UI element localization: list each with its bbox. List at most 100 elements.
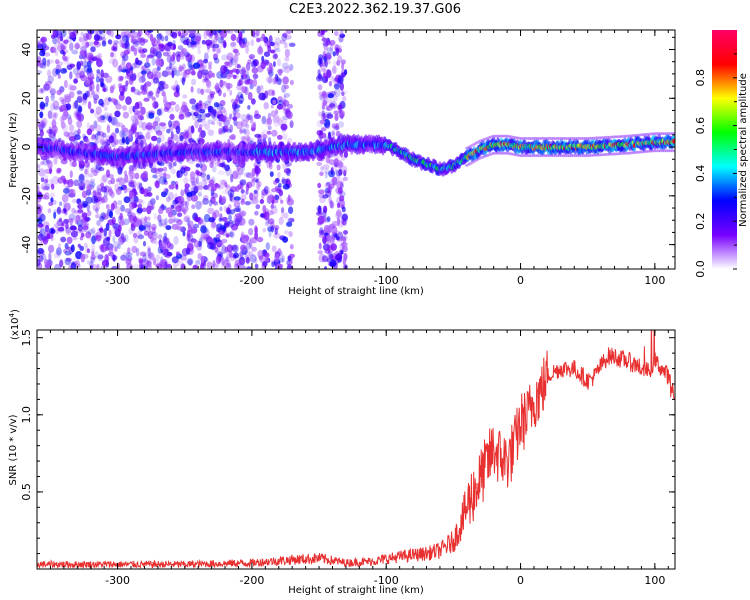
heat-cell	[672, 132, 675, 136]
spectrogram-y-ticks: -40 -20 0 20 40	[20, 36, 675, 270]
heat-cell	[341, 206, 346, 213]
heat-cell	[198, 109, 206, 114]
heat-cell	[261, 94, 267, 101]
heat-cell	[64, 186, 71, 195]
heat-cell	[245, 183, 250, 192]
heat-cell	[94, 89, 100, 96]
heat-cell	[217, 170, 225, 176]
heat-cell	[342, 219, 347, 226]
heat-cell	[37, 87, 46, 94]
heat-cell	[318, 92, 322, 100]
heat-cell	[110, 52, 117, 61]
heat-cell	[282, 133, 288, 141]
heat-cell	[157, 167, 164, 172]
heat-cell	[97, 52, 102, 60]
heat-cell	[168, 161, 172, 170]
heat-cell	[323, 118, 331, 128]
heat-cell	[111, 216, 116, 225]
heat-cell	[278, 69, 283, 76]
heat-cell	[160, 47, 165, 53]
heat-cell	[77, 105, 83, 113]
heat-cell	[230, 98, 235, 103]
heat-cell	[119, 37, 124, 44]
heat-cell	[123, 49, 130, 56]
heat-cell	[72, 236, 78, 241]
heat-cell	[80, 31, 84, 37]
heat-cell	[90, 178, 95, 184]
heat-cell	[165, 30, 173, 36]
heat-cell	[78, 160, 85, 169]
heat-cell	[66, 36, 73, 43]
heat-cell	[140, 53, 147, 58]
heat-cell	[214, 108, 219, 115]
heat-cell	[197, 192, 203, 197]
heat-cell	[212, 109, 217, 117]
heat-cell	[262, 129, 268, 135]
heat-cell	[344, 69, 348, 76]
heat-cell	[208, 31, 213, 39]
heat-cell	[48, 227, 54, 234]
heat-cell	[53, 223, 60, 228]
heat-cell	[128, 214, 135, 224]
heat-cell	[233, 111, 241, 119]
heat-cell	[145, 122, 153, 131]
heat-cell	[229, 89, 233, 96]
heat-cell	[155, 254, 161, 261]
heat-cell	[102, 212, 110, 220]
heat-cell	[278, 195, 282, 201]
heat-cell	[190, 70, 196, 76]
heat-cell	[184, 183, 190, 189]
heat-cell	[171, 120, 178, 128]
heat-cell	[341, 90, 348, 95]
heat-cell	[127, 135, 132, 143]
heat-cell	[187, 52, 192, 61]
heat-cell	[175, 125, 181, 135]
heat-cell	[257, 46, 264, 55]
heat-cell	[120, 232, 125, 240]
heat-cell	[77, 224, 83, 232]
heat-cell	[62, 187, 70, 194]
heat-cell	[137, 203, 143, 209]
heat-cell	[240, 114, 248, 121]
heat-cell	[247, 105, 251, 110]
heat-cell	[77, 209, 84, 214]
heat-cell	[186, 229, 191, 239]
heat-cell	[88, 83, 93, 92]
heat-cell	[338, 36, 345, 43]
heat-cell	[74, 42, 80, 50]
heat-cell	[336, 180, 343, 189]
heat-cell	[52, 47, 57, 53]
heat-cell	[239, 127, 246, 134]
heat-cell	[328, 80, 332, 87]
heat-cell	[64, 257, 72, 266]
heat-cell	[53, 211, 57, 219]
heat-cell	[259, 85, 263, 90]
heat-cell	[195, 200, 202, 210]
heat-cell	[331, 176, 338, 186]
heat-cell	[130, 45, 135, 52]
heat-cell	[332, 176, 337, 186]
heat-cell	[65, 179, 70, 185]
heat-cell	[289, 64, 294, 71]
heat-cell	[273, 76, 278, 83]
heat-cell	[69, 71, 73, 80]
heat-cell	[128, 227, 134, 235]
heat-cell	[233, 207, 241, 212]
heat-cell	[110, 97, 116, 102]
heat-cell	[238, 265, 246, 269]
heat-cell	[226, 116, 232, 122]
heat-cell	[37, 163, 42, 168]
colorbar-tick-label: 0.6	[694, 117, 707, 135]
heat-cell	[40, 156, 48, 161]
heat-cell	[101, 76, 105, 84]
spectrogram-y-label: Frequency (Hz)	[8, 112, 19, 188]
heat-cell	[326, 124, 331, 129]
heat-cell	[177, 212, 183, 217]
heat-cell	[87, 65, 92, 74]
heat-cell	[194, 119, 199, 129]
heat-cell	[191, 104, 199, 111]
heat-cell	[248, 54, 256, 60]
heat-cell	[102, 36, 106, 45]
heat-cell	[131, 245, 138, 253]
